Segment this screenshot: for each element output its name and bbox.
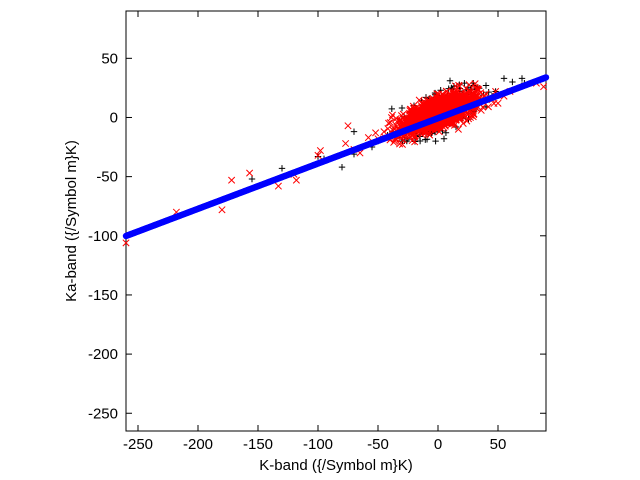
x-marker (430, 124, 438, 132)
plus-marker (446, 77, 454, 85)
x-marker (441, 104, 449, 112)
x-marker (452, 116, 460, 124)
plus-marker (278, 165, 286, 172)
x-marker (274, 182, 282, 190)
x-marker (406, 109, 414, 117)
plus-marker (500, 75, 508, 82)
x-marker (384, 125, 392, 133)
x-tick-label: -100 (303, 436, 333, 453)
x-marker (398, 140, 406, 148)
x-marker (344, 122, 352, 130)
x-marker (425, 105, 434, 113)
x-tick-label: -150 (243, 436, 273, 453)
x-marker (435, 98, 443, 106)
plus-marker (338, 163, 346, 171)
x-tick-label: 0 (434, 436, 442, 453)
x-marker (292, 176, 300, 184)
y-tick-label: -200 (88, 346, 118, 363)
x-marker (396, 117, 404, 125)
x-marker (490, 99, 498, 108)
plus-marker (388, 105, 396, 113)
x-marker (465, 81, 473, 89)
y-axis-title: Ka-band ({/Symbol m}K) (63, 140, 80, 302)
x-marker (434, 122, 442, 130)
x-marker (457, 98, 465, 106)
plus-marker (248, 175, 256, 183)
x-marker (399, 114, 408, 122)
x-marker (460, 93, 468, 101)
plus-marker (440, 135, 448, 142)
x-marker (218, 206, 226, 214)
fit-line-series (122, 74, 550, 240)
x-marker (427, 126, 435, 134)
x-marker (342, 139, 350, 148)
x-marker (464, 115, 473, 123)
x-marker (417, 108, 425, 116)
y-tick-label: 50 (101, 50, 118, 67)
plus-marker (518, 75, 526, 82)
x-marker (388, 111, 396, 119)
x-tick-label: 50 (490, 436, 507, 453)
x-tick-label: -250 (123, 436, 153, 453)
x-marker (459, 119, 467, 127)
x-marker (445, 99, 453, 107)
x-marker (386, 118, 394, 127)
x-marker (466, 88, 474, 96)
plus-marker (398, 104, 406, 112)
plus-marker (314, 153, 322, 160)
x-marker (469, 113, 477, 121)
x-marker (441, 122, 449, 130)
x-axis-title: K-band ({/Symbol m}K) (259, 457, 412, 474)
x-marker (455, 93, 463, 101)
x-marker (426, 102, 434, 110)
x-marker (446, 93, 454, 101)
x-marker (380, 128, 388, 136)
y-tick-label: -150 (88, 287, 118, 304)
x-marker (455, 81, 463, 89)
x-marker (477, 89, 485, 97)
tick-labels: -250 -200 -150 -100 -50 0 50 50 0 -50 -100 -150 -200… (88, 50, 506, 453)
x-tick-label: -200 (183, 436, 213, 453)
y-tick-label: -100 (88, 228, 118, 245)
x-marker (435, 100, 443, 108)
x-marker (457, 93, 465, 101)
y-tick-label: -50 (96, 169, 118, 186)
x-marker (436, 107, 444, 115)
x-marker (407, 115, 415, 123)
x-marker (448, 88, 456, 96)
x-tick-label: -50 (367, 436, 389, 453)
x-marker (372, 129, 380, 137)
x-marker (540, 83, 548, 91)
x-marker (122, 239, 130, 247)
plus-marker (350, 128, 358, 135)
plus-marker (432, 137, 439, 145)
x-marker (423, 127, 431, 135)
x-marker (474, 85, 482, 93)
x-marker (471, 80, 479, 88)
x-marker (390, 138, 398, 146)
x-marker (316, 147, 324, 155)
plot-frame (125, 10, 547, 432)
y-tick-label: -250 (88, 405, 118, 422)
x-marker (399, 136, 408, 144)
series-layer (122, 74, 550, 247)
x-series (122, 79, 548, 247)
x-marker (484, 103, 492, 111)
x-marker (314, 151, 322, 159)
plus-marker (442, 129, 450, 137)
x-marker (418, 103, 426, 111)
plus-marker (509, 78, 516, 86)
axis-ticks (126, 11, 546, 431)
x-marker (364, 134, 372, 142)
plus-marker (416, 137, 424, 145)
y-tick-label: 0 (110, 109, 118, 126)
plus-marker (485, 88, 492, 96)
x-marker (439, 95, 447, 103)
x-marker (228, 176, 236, 184)
plus-marker (482, 82, 490, 89)
x-marker (411, 113, 419, 121)
fit-point (542, 74, 550, 81)
x-marker (246, 169, 254, 177)
